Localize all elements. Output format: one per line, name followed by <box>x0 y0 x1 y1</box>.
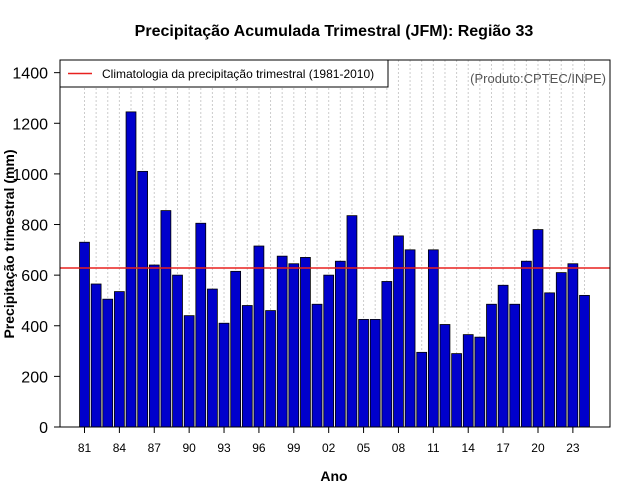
bar-1985 <box>125 111 137 428</box>
x-tick-label: 23 <box>566 441 580 455</box>
bar-1991 <box>195 222 207 428</box>
chart-title: Precipitação Acumulada Trimestral (JFM):… <box>135 23 534 40</box>
x-tick-label: 20 <box>531 441 545 455</box>
bar-2004 <box>346 215 358 428</box>
y-tick-label: 800 <box>21 218 48 235</box>
bar-1983 <box>102 298 114 428</box>
bar-1988 <box>160 210 172 428</box>
x-tick-label: 81 <box>78 441 92 455</box>
x-tick-label: 14 <box>462 441 476 455</box>
x-tick-label: 93 <box>217 441 231 455</box>
bar-1997 <box>265 310 276 428</box>
x-tick-label: 87 <box>148 441 162 455</box>
x-tick-label: 08 <box>392 441 406 455</box>
bar-1992 <box>207 288 218 428</box>
bar-2023 <box>567 263 579 428</box>
bar-2018 <box>509 303 521 428</box>
x-tick-label: 84 <box>113 441 127 455</box>
bar-1993 <box>218 322 230 428</box>
bar-1981 <box>79 241 90 428</box>
bar-2013 <box>451 353 462 428</box>
bar-2002 <box>323 274 335 428</box>
bar-2010 <box>416 351 428 428</box>
bar-1990 <box>183 315 195 428</box>
bar-series <box>79 111 590 428</box>
y-tick-label: 200 <box>21 369 48 386</box>
bar-2011 <box>427 249 439 428</box>
y-tick-label: 1400 <box>12 66 48 83</box>
bar-1998 <box>276 255 288 428</box>
bar-2003 <box>334 260 346 428</box>
bar-1989 <box>172 274 183 428</box>
bar-1995 <box>241 305 253 428</box>
bar-2000 <box>300 257 311 428</box>
y-tick-label: 1000 <box>12 167 48 184</box>
x-axis-label: Ano <box>320 468 347 484</box>
bar-1994 <box>230 270 242 428</box>
bar-1986 <box>137 170 148 428</box>
bar-2009 <box>404 249 416 428</box>
y-tick-label: 0 <box>39 420 48 437</box>
bar-1999 <box>288 263 300 428</box>
bar-2012 <box>439 324 451 428</box>
bar-1987 <box>148 264 160 428</box>
legend: Climatologia da precipitação trimestral … <box>59 59 389 88</box>
bar-1984 <box>114 291 125 428</box>
credit-text: (Produto:CPTEC/INPE) <box>470 71 606 86</box>
x-tick-label: 90 <box>182 441 196 455</box>
bar-2021 <box>544 292 555 428</box>
bar-2020 <box>532 229 544 428</box>
bar-2014 <box>462 334 474 428</box>
bar-1996 <box>253 245 265 428</box>
legend-box <box>59 59 389 88</box>
x-tick-label: 02 <box>322 441 336 455</box>
bar-2007 <box>381 281 393 428</box>
x-tick-label: 17 <box>496 441 510 455</box>
y-tick-label: 400 <box>21 319 48 336</box>
x-tick-label: 11 <box>427 441 440 455</box>
bar-2008 <box>393 235 404 428</box>
bar-2015 <box>474 336 486 428</box>
y-tick-label: 1200 <box>12 116 48 133</box>
x-axis: 81 84 87 90 93 96 99 02 05 08 11 14 17 20 23 <box>78 427 580 455</box>
bar-2001 <box>311 303 323 428</box>
bar-2019 <box>521 260 532 428</box>
bar-2024 <box>579 294 590 428</box>
y-axis: 0 200 400 600 800 1000 1200 1400 <box>12 66 60 437</box>
y-tick-label: 600 <box>21 268 48 285</box>
bar-2016 <box>486 303 497 428</box>
bar-2005 <box>358 319 369 428</box>
bar-1982 <box>90 283 102 428</box>
legend-label: Climatologia da precipitação trimestral … <box>102 67 374 81</box>
x-tick-label: 05 <box>357 441 371 455</box>
bar-2006 <box>369 319 381 428</box>
x-tick-label: 96 <box>252 441 266 455</box>
y-axis-label: Precipitação trimestral (mm) <box>1 149 17 338</box>
bar-2022 <box>555 272 567 428</box>
x-tick-label: 99 <box>287 441 301 455</box>
bar-2017 <box>497 284 509 428</box>
